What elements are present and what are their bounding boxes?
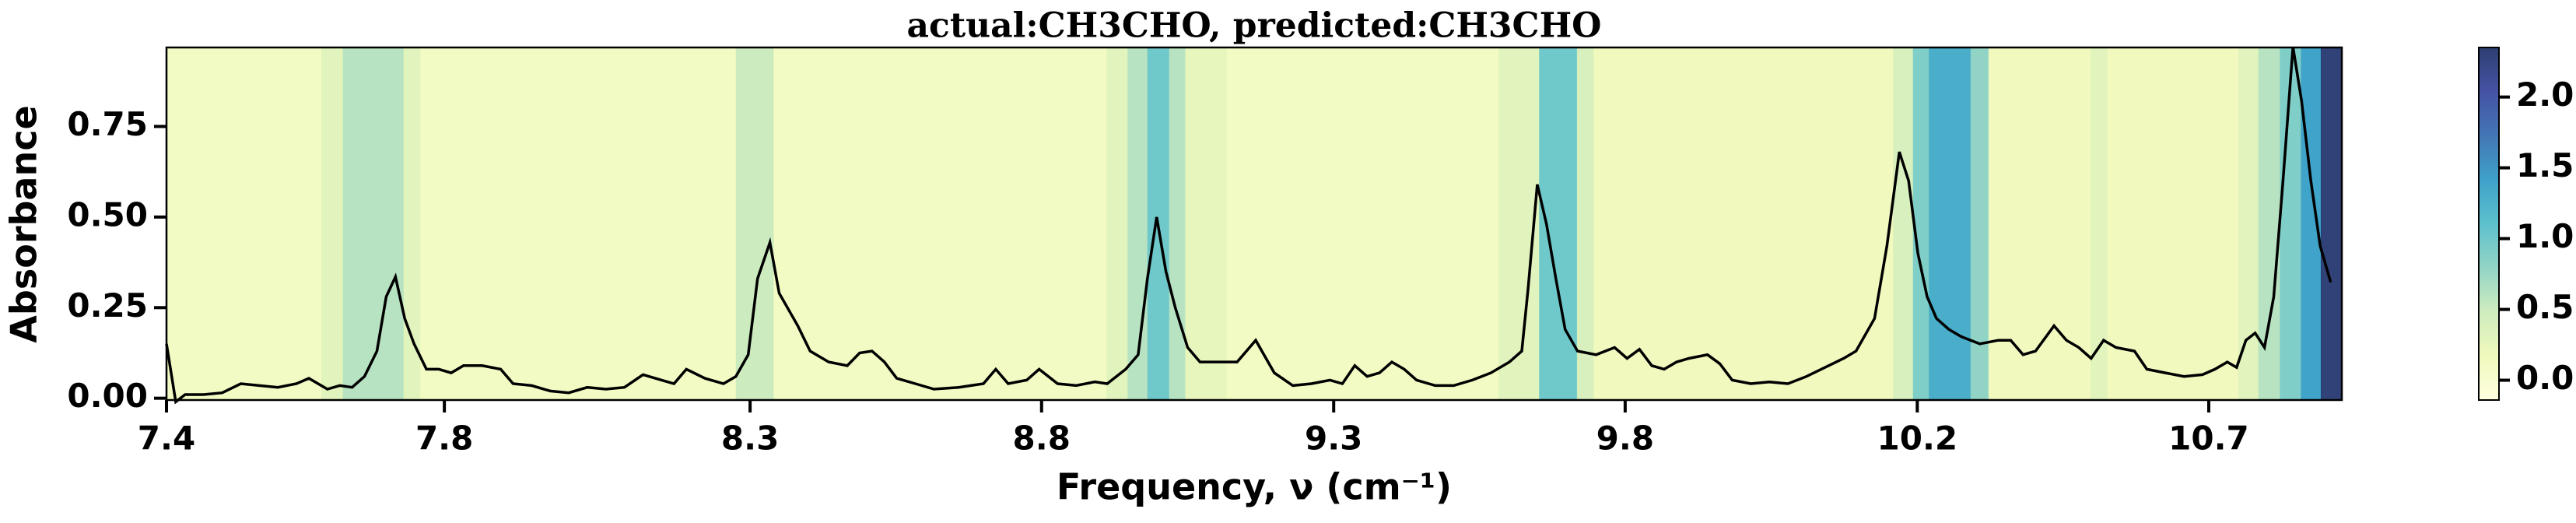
y-tick-label: 0.00 (67, 377, 148, 415)
heat-band (420, 47, 737, 400)
heat-band (342, 47, 405, 400)
x-tick-label: 8.8 (1013, 419, 1071, 458)
heat-band (1169, 47, 1186, 400)
y-axis-label: Absorbance (3, 105, 45, 342)
heat-band (2258, 47, 2280, 400)
axes-frame (165, 46, 2343, 402)
heat-band (166, 47, 322, 400)
x-tick-label: 10.2 (1877, 419, 1958, 458)
heat-band (2107, 47, 2239, 400)
colorbar-tick-label: 1.5 (2516, 146, 2574, 184)
x-axis-label: Frequency, ν (cm⁻¹) (1057, 466, 1452, 508)
colorbar (2478, 47, 2500, 401)
heat-band (1576, 47, 1594, 400)
heat-band (1539, 47, 1578, 400)
heat-band (773, 47, 1107, 400)
heat-band (1106, 47, 1128, 400)
heat-band (735, 47, 774, 400)
colorbar-tick-label: 1.0 (2516, 217, 2574, 255)
x-tick-label: 9.3 (1305, 419, 1362, 458)
colorbar-tick-label: 0.0 (2516, 359, 2574, 397)
x-tick-label: 9.8 (1596, 419, 1654, 458)
heat-band (1893, 47, 1914, 400)
heat-band (2091, 47, 2108, 400)
plot-area (165, 46, 2332, 405)
spectrum-line (165, 46, 2332, 405)
colorbar-tick-label: 2.0 (2516, 75, 2574, 114)
y-tick-label: 0.25 (67, 286, 148, 325)
heat-band (321, 47, 344, 400)
heat-band (2238, 47, 2259, 400)
heat-band (1593, 47, 1894, 400)
heat-band (403, 47, 421, 400)
heat-band (1127, 47, 1148, 400)
heat-band (1226, 47, 1499, 400)
y-tick-label: 0.50 (67, 195, 148, 233)
heat-band (1185, 47, 1228, 400)
chart-title: actual:CH3CHO, predicted:CH3CHO (907, 6, 1602, 46)
heat-band (2320, 47, 2343, 400)
x-tick-label: 8.3 (721, 419, 779, 458)
y-tick-label: 0.75 (67, 105, 148, 143)
colorbar-tick-label: 0.5 (2516, 288, 2574, 326)
heat-band (1970, 47, 1989, 400)
heat-band (1929, 47, 1971, 400)
x-tick-label: 10.7 (2168, 419, 2249, 458)
x-tick-label: 7.8 (415, 419, 473, 458)
heat-band (1912, 47, 1929, 400)
heat-band (2280, 47, 2302, 400)
x-tick-label: 7.4 (138, 419, 195, 458)
